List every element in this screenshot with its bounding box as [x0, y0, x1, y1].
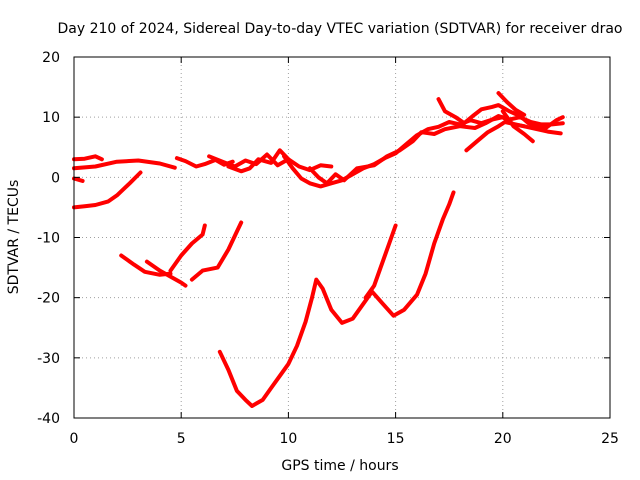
x-tick-labels: 0 5 10 15 20 25: [70, 431, 619, 447]
chart-title: Day 210 of 2024, Sidereal Day-to-day VTE…: [57, 21, 622, 37]
series-line-track-b: [72, 158, 177, 171]
axis-ticks: [73, 56, 611, 419]
series-line-track-d: [72, 170, 143, 210]
x-tick-label: 10: [279, 431, 297, 447]
series-line-track-l: [282, 115, 527, 189]
series-line-track-n: [436, 97, 565, 130]
series-line-track-j: [207, 152, 291, 169]
y-tick-labels: -40 -30 -20 -10 0 10 20: [37, 50, 60, 427]
x-axis-label: GPS time / hours: [281, 458, 398, 474]
y-tick-label: -20: [37, 291, 60, 307]
series-line-track-a: [72, 154, 104, 162]
x-tick-label: 0: [70, 431, 79, 447]
series-line-track-f: [144, 259, 188, 288]
series-line-track-s: [363, 223, 398, 300]
y-tick-label: 10: [42, 110, 60, 126]
series-line-track-k: [226, 148, 334, 174]
series-line-track-q: [500, 109, 535, 144]
data-series: [72, 91, 565, 408]
series-line-track-p: [496, 91, 527, 117]
x-tick-label: 5: [177, 431, 186, 447]
x-tick-label: 15: [387, 431, 405, 447]
grid-lines: [74, 57, 610, 418]
series-line-track-g: [168, 223, 207, 273]
series-line-track-h: [189, 220, 244, 282]
y-tick-label: 0: [51, 170, 60, 186]
series-line-track-r: [217, 190, 456, 408]
series-line-track-i: [174, 156, 235, 169]
y-tick-label: -30: [37, 351, 60, 367]
x-tick-label: 20: [494, 431, 512, 447]
x-tick-label: 25: [601, 431, 619, 447]
y-tick-label: 20: [42, 50, 60, 66]
y-tick-label: -10: [37, 231, 60, 247]
y-tick-label: -40: [37, 411, 60, 427]
series-line-track-c: [72, 176, 85, 183]
y-axis-label: SDTVAR / TECUs: [6, 180, 22, 295]
